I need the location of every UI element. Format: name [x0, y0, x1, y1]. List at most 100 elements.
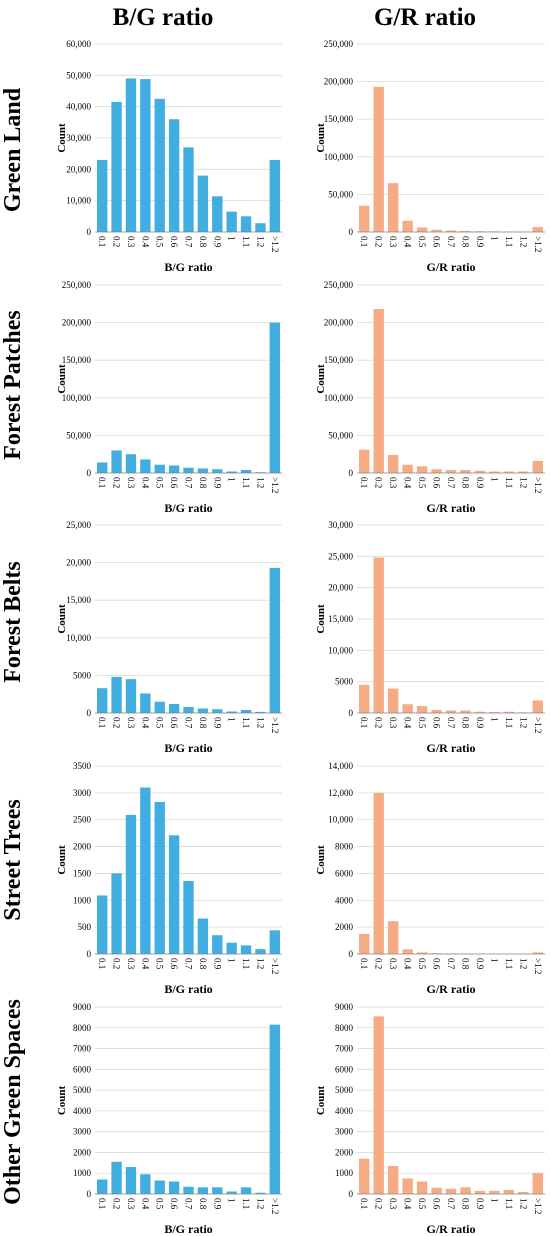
y-tick-label: 1000 — [73, 1168, 92, 1178]
x-tick-label: 0.2 — [112, 236, 122, 247]
x-tick-label: 1.1 — [504, 717, 514, 728]
chart-street-trees-bg: 0 500 1000 1500 2000 2500 3000 3500 0.1 0.2 0.3 0.4… — [56, 761, 282, 996]
x-tick-label: 0.4 — [403, 958, 413, 970]
y-tick-label: 200,000 — [324, 77, 354, 87]
x-tick-label: 1 — [489, 717, 499, 722]
y-axis-label: Count — [315, 123, 327, 153]
bar — [154, 464, 165, 473]
x-tick-label: >1.2 — [270, 1198, 280, 1214]
y-tick-label: 100,000 — [324, 393, 354, 403]
bar — [240, 469, 252, 473]
y-tick-label: 2500 — [73, 815, 92, 825]
bar — [373, 1016, 384, 1194]
bar — [226, 211, 237, 232]
bar — [125, 454, 137, 473]
bar — [445, 469, 457, 473]
x-tick-label: 0.9 — [212, 717, 222, 729]
x-tick-label: 1 — [489, 477, 499, 482]
x-tick-label: 0.9 — [475, 958, 485, 970]
x-tick-label: 0.1 — [359, 1198, 369, 1209]
x-tick-label: 0.6 — [432, 1198, 442, 1210]
x-tick-label: 1.2 — [255, 236, 265, 247]
x-tick-label: 0.5 — [155, 236, 165, 248]
x-tick-label: 0.6 — [169, 717, 179, 729]
x-tick-label: 0.1 — [359, 236, 369, 247]
bar — [125, 679, 137, 713]
y-tick-label: 12,000 — [328, 788, 353, 798]
x-tick-label: 0.8 — [198, 958, 208, 970]
x-tick-label: 0.1 — [97, 477, 107, 488]
x-tick-label: 0.5 — [155, 717, 165, 729]
bar — [226, 471, 237, 473]
x-tick-label: >1.2 — [533, 1198, 543, 1214]
y-tick-label: 30,000 — [66, 133, 91, 143]
y-tick-label: 100,000 — [62, 393, 92, 403]
y-tick-label: 0 — [349, 468, 354, 478]
y-tick-label: 0 — [87, 468, 92, 478]
bar — [197, 175, 209, 232]
y-tick-label: 3000 — [73, 1127, 92, 1137]
x-axis-label: B/G ratio — [164, 501, 212, 515]
bar — [474, 1190, 486, 1194]
bar — [240, 945, 252, 954]
bar — [168, 465, 180, 473]
bar — [269, 930, 280, 954]
x-tick-label: 0.8 — [460, 958, 470, 970]
chart-forest-belts-bg: 0 5000 10,000 15,000 20,000 25,000 0.1 0.2 0.3 0.… — [56, 520, 282, 755]
x-tick-label: 0.8 — [460, 717, 470, 729]
y-tick-label: 200,000 — [324, 318, 354, 328]
x-axis-label: G/R ratio — [427, 501, 476, 515]
bar — [111, 101, 122, 232]
y-tick-label: 1500 — [73, 868, 92, 878]
x-tick-label: 0.4 — [140, 477, 150, 489]
y-tick-label: 50,000 — [328, 189, 353, 199]
y-tick-label: 25,000 — [328, 551, 353, 561]
y-axis-label: Count — [56, 604, 68, 634]
x-tick-label: 0.6 — [169, 236, 179, 248]
x-tick-label: 1.1 — [504, 477, 514, 488]
x-tick-label: 0.8 — [460, 477, 470, 489]
bar — [402, 220, 413, 232]
bar — [197, 1187, 209, 1194]
x-tick-label: 0.5 — [417, 1198, 427, 1210]
bar — [140, 1174, 151, 1194]
y-tick-label: 1000 — [73, 895, 92, 905]
x-axis-label: G/R ratio — [427, 741, 476, 755]
chart-other-green-spaces-bg: 0 1000 2000 3000 4000 5000 6000 7000 8000 9000 0.1… — [56, 1002, 282, 1236]
x-tick-label: 1 — [489, 236, 499, 241]
bar — [416, 1181, 428, 1194]
x-tick-label: 0.5 — [155, 477, 165, 489]
x-tick-label: 0.6 — [169, 1198, 179, 1210]
y-tick-label: 0 — [349, 949, 354, 959]
bar — [431, 709, 442, 713]
bar — [373, 557, 384, 713]
bar — [445, 710, 457, 713]
x-tick-label: >1.2 — [270, 477, 280, 493]
y-tick-label: 8000 — [335, 1023, 354, 1033]
bar — [183, 706, 194, 713]
x-tick-label: 0.7 — [446, 958, 456, 970]
x-tick-label: 1 — [227, 958, 237, 963]
x-tick-label: 0.6 — [432, 717, 442, 729]
bar — [97, 895, 108, 954]
bar — [168, 703, 180, 713]
x-tick-label: 0.1 — [359, 958, 369, 969]
y-tick-label: 5000 — [73, 670, 92, 680]
bar — [183, 467, 194, 473]
x-tick-label: 0.6 — [432, 958, 442, 970]
bar — [140, 79, 151, 233]
x-tick-label: 0.7 — [446, 477, 456, 489]
bar — [240, 709, 252, 713]
x-tick-label: 1.1 — [241, 717, 251, 728]
x-tick-label: 0.6 — [432, 236, 442, 248]
bar — [373, 792, 384, 954]
bar — [503, 1189, 515, 1194]
bar — [111, 873, 122, 954]
x-tick-label: 0.7 — [446, 717, 456, 729]
x-tick-label: 0.8 — [198, 477, 208, 489]
x-tick-label: 1 — [227, 236, 237, 241]
x-tick-label: 0.1 — [97, 236, 107, 247]
y-tick-label: 4000 — [335, 1106, 354, 1116]
bar — [503, 711, 515, 713]
